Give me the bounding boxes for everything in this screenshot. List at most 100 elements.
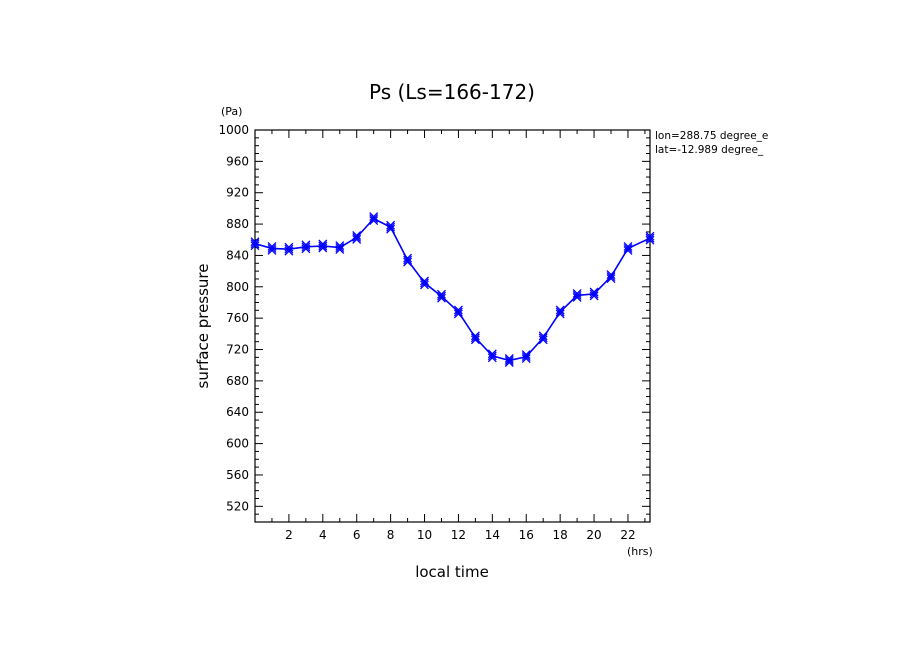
point-marker <box>318 239 328 249</box>
y-tick-label: 720 <box>226 343 249 357</box>
point-marker <box>572 292 582 302</box>
point-marker <box>386 224 396 234</box>
chart-title: Ps (Ls=166-172) <box>369 80 535 104</box>
point-marker <box>267 245 277 255</box>
data-point <box>437 289 446 303</box>
data-point <box>369 212 379 226</box>
y-tick-label: 760 <box>226 311 249 325</box>
y-tick-label: 920 <box>226 186 249 200</box>
point-marker <box>335 241 345 251</box>
x-tick-label: 2 <box>285 528 293 542</box>
point-marker <box>645 231 655 241</box>
series-line <box>254 217 651 362</box>
point-marker <box>589 287 599 297</box>
x-unit-label: (hrs) <box>627 545 653 558</box>
point-marker <box>572 290 582 300</box>
point-marker <box>589 289 599 299</box>
point-marker <box>606 272 616 282</box>
point-marker <box>521 354 531 364</box>
point-marker <box>645 233 655 243</box>
y-tick-label: 640 <box>226 405 249 419</box>
data-point <box>555 305 565 319</box>
x-axis-ticks: 2 4 6 8 10 12 14 16 18 20 22 <box>271 130 646 542</box>
y-axis-label: surface pressure <box>194 264 212 389</box>
point-marker <box>284 246 294 256</box>
x-tick-label: 10 <box>417 528 432 542</box>
data-point <box>538 331 548 345</box>
point-marker <box>318 241 328 251</box>
point-marker <box>470 335 480 345</box>
point-marker <box>250 239 260 249</box>
data-point <box>645 231 655 245</box>
point-marker <box>504 356 514 365</box>
point-marker <box>369 214 379 224</box>
point-marker <box>555 307 565 317</box>
point-marker <box>589 291 599 301</box>
point-marker <box>606 274 616 284</box>
point-marker <box>606 270 616 280</box>
x-tick-label: 20 <box>586 528 601 542</box>
y-unit-label: (Pa) <box>221 105 242 118</box>
data-point <box>420 276 429 290</box>
x-tick-label: 14 <box>485 528 500 542</box>
point-marker <box>555 305 565 315</box>
y-tick-label: 960 <box>226 154 249 168</box>
point-marker <box>352 234 362 244</box>
point-marker <box>487 349 497 359</box>
point-marker <box>301 240 311 250</box>
point-marker <box>301 242 311 252</box>
point-marker <box>420 276 429 286</box>
data-point <box>504 354 514 367</box>
data-point <box>606 270 616 284</box>
point-marker <box>555 309 565 319</box>
point-marker <box>267 243 277 253</box>
point-marker <box>267 241 277 251</box>
point-marker <box>386 222 396 232</box>
x-tick-label: 16 <box>519 528 534 542</box>
data-point <box>589 287 599 301</box>
annotation-lon: lon=288.75 degree_e <box>655 130 768 142</box>
y-tick-label: 800 <box>226 280 249 294</box>
point-marker <box>352 232 362 242</box>
point-marker <box>453 305 463 315</box>
point-marker <box>284 244 294 254</box>
point-marker <box>538 331 548 341</box>
y-axis-ticks: 520 560 600 640 680 720 760 800 840 880 920 960 1000 <box>218 123 650 515</box>
point-marker <box>504 358 514 367</box>
data-point <box>403 253 413 267</box>
point-marker <box>335 243 345 253</box>
x-axis-label: local time <box>415 563 489 581</box>
x-tick-label: 12 <box>451 528 466 542</box>
y-tick-label: 680 <box>226 374 249 388</box>
point-marker <box>369 212 379 222</box>
annotation-clip <box>779 128 904 158</box>
point-marker <box>403 257 413 267</box>
point-marker <box>538 335 548 345</box>
point-marker <box>250 237 260 247</box>
data-point <box>453 305 463 319</box>
point-marker <box>453 307 463 317</box>
point-marker <box>403 253 413 263</box>
y-tick-label: 880 <box>226 217 249 231</box>
data-point <box>301 240 311 254</box>
x-tick-label: 4 <box>319 528 327 542</box>
point-marker <box>487 353 497 363</box>
data-point <box>318 239 328 253</box>
data-point <box>335 241 345 255</box>
point-marker <box>318 243 328 253</box>
point-marker <box>403 255 413 265</box>
point-marker <box>453 309 463 319</box>
point-marker <box>572 288 582 298</box>
data-point <box>284 242 294 256</box>
x-tick-label: 18 <box>553 528 568 542</box>
point-marker <box>335 245 345 255</box>
point-marker <box>504 354 514 363</box>
x-tick-label: 8 <box>387 528 395 542</box>
point-marker <box>521 352 531 362</box>
point-marker <box>623 245 633 255</box>
y-tick-label: 520 <box>226 499 249 513</box>
data-point <box>352 230 362 244</box>
plot-frame <box>254 129 651 523</box>
data-point <box>521 350 531 364</box>
